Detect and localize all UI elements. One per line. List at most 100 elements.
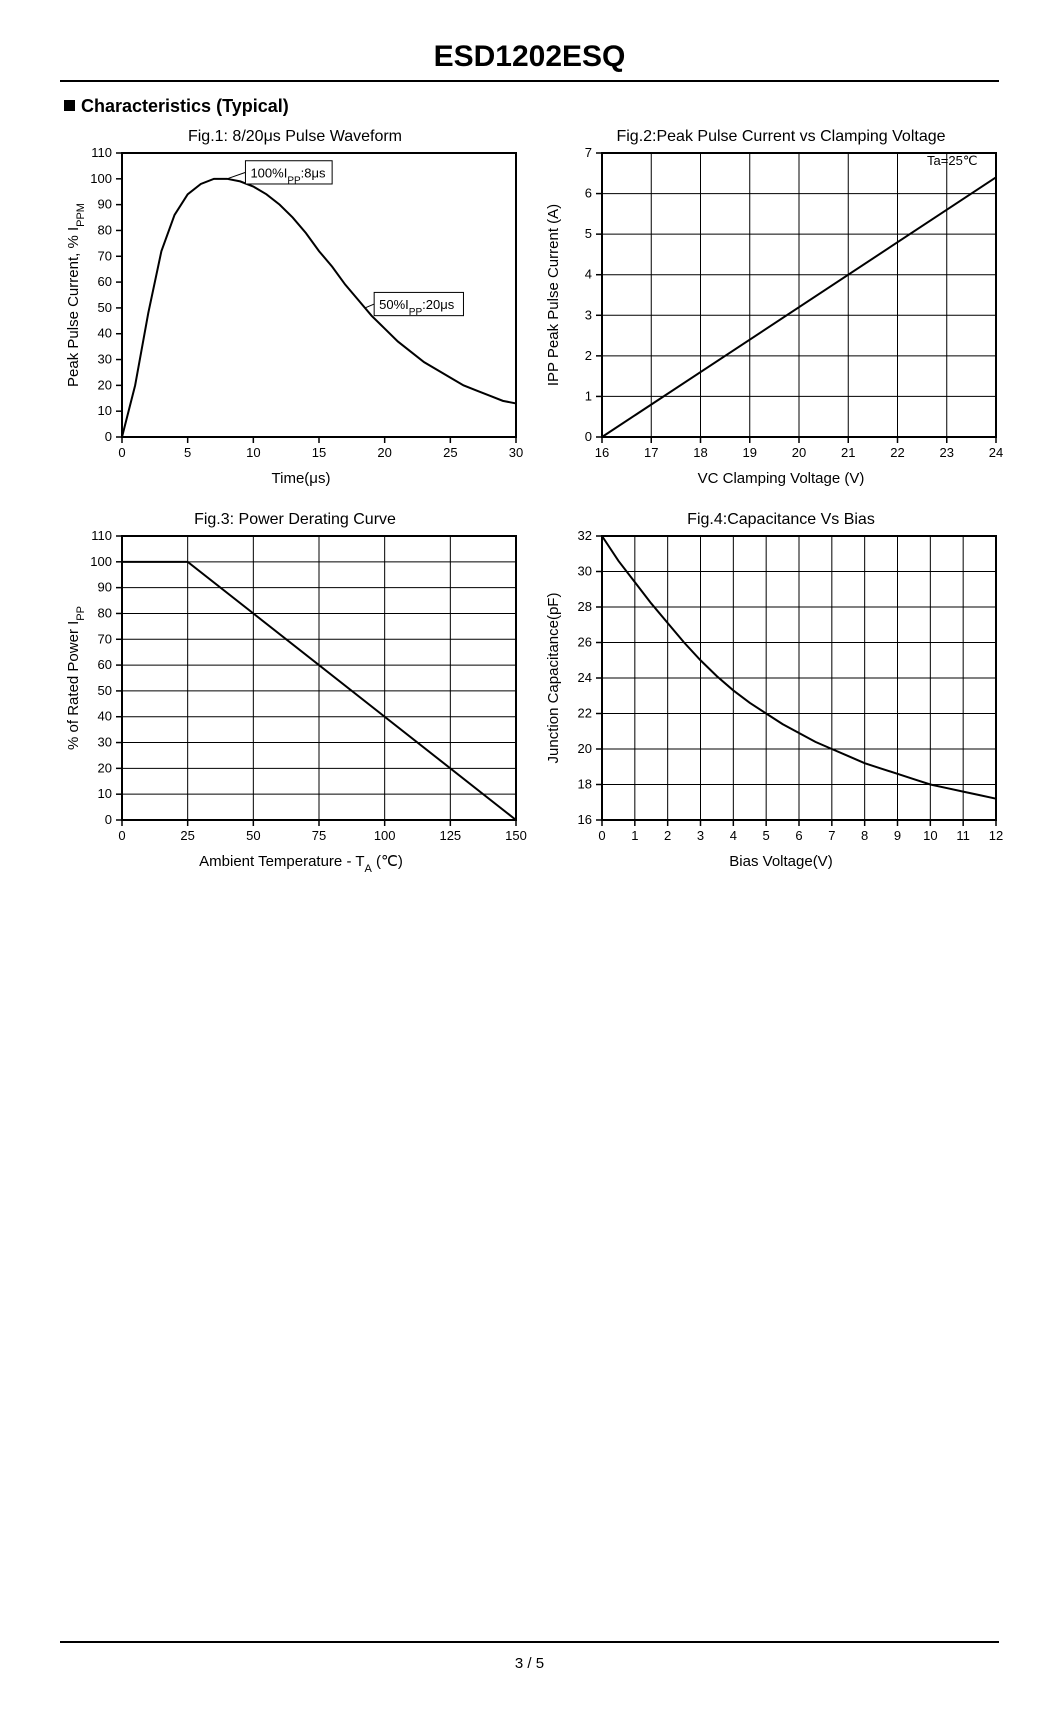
- svg-text:21: 21: [841, 445, 855, 460]
- svg-text:25: 25: [443, 445, 457, 460]
- title-rule: [60, 80, 999, 82]
- page-number: 3 / 5: [515, 1655, 544, 1672]
- svg-text:16: 16: [578, 812, 592, 827]
- svg-text:20: 20: [578, 741, 592, 756]
- svg-text:0: 0: [105, 429, 112, 444]
- svg-text:Ta=25℃: Ta=25℃: [927, 153, 977, 168]
- svg-text:0: 0: [598, 828, 605, 843]
- page: ESD1202ESQ Characteristics (Typical) Fig…: [0, 0, 1059, 1713]
- svg-text:18: 18: [578, 777, 592, 792]
- svg-text:90: 90: [98, 580, 112, 595]
- svg-text:32: 32: [578, 528, 592, 543]
- svg-text:60: 60: [98, 274, 112, 289]
- svg-text:2: 2: [585, 348, 592, 363]
- section-heading: Characteristics (Typical): [64, 96, 999, 117]
- svg-text:20: 20: [792, 445, 806, 460]
- svg-text:18: 18: [693, 445, 707, 460]
- svg-text:1: 1: [585, 388, 592, 403]
- svg-text:Fig.1: 8/20μs Pulse Waveform: Fig.1: 8/20μs Pulse Waveform: [188, 128, 402, 145]
- svg-text:11: 11: [956, 828, 970, 843]
- title-block: ESD1202ESQ: [60, 40, 999, 74]
- svg-text:22: 22: [578, 706, 592, 721]
- fig3-cell: Fig.3: Power Derating Curve0255075100125…: [60, 506, 530, 881]
- svg-text:28: 28: [578, 599, 592, 614]
- svg-text:22: 22: [890, 445, 904, 460]
- svg-text:5: 5: [585, 226, 592, 241]
- svg-text:100: 100: [374, 828, 396, 843]
- svg-text:1: 1: [631, 828, 638, 843]
- svg-text:20: 20: [377, 445, 391, 460]
- svg-text:50: 50: [98, 300, 112, 315]
- svg-text:110: 110: [91, 528, 112, 543]
- svg-text:Ambient Temperature - TA (℃): Ambient Temperature - TA (℃): [199, 853, 403, 875]
- svg-text:10: 10: [98, 403, 112, 418]
- svg-text:IPP Peak Pulse Current (A): IPP Peak Pulse Current (A): [545, 204, 562, 386]
- svg-text:23: 23: [940, 445, 954, 460]
- svg-text:6: 6: [795, 828, 802, 843]
- svg-text:100: 100: [90, 171, 112, 186]
- svg-text:150: 150: [505, 828, 527, 843]
- svg-text:VC Clamping Voltage (V): VC Clamping Voltage (V): [698, 470, 865, 487]
- svg-text:5: 5: [184, 445, 191, 460]
- svg-text:0: 0: [585, 429, 592, 444]
- svg-text:24: 24: [989, 445, 1003, 460]
- svg-text:7: 7: [585, 145, 592, 160]
- svg-text:70: 70: [98, 631, 112, 646]
- svg-text:Fig.4:Capacitance Vs Bias: Fig.4:Capacitance Vs Bias: [687, 511, 875, 528]
- svg-text:Bias Voltage(V): Bias Voltage(V): [729, 853, 832, 870]
- svg-text:30: 30: [98, 352, 112, 367]
- svg-text:Junction Capacitance(pF): Junction Capacitance(pF): [545, 593, 562, 764]
- svg-text:0: 0: [118, 445, 125, 460]
- svg-text:0: 0: [105, 812, 112, 827]
- doc-title: ESD1202ESQ: [434, 40, 626, 73]
- svg-text:10: 10: [98, 786, 112, 801]
- svg-text:50: 50: [246, 828, 260, 843]
- svg-text:30: 30: [578, 564, 592, 579]
- svg-text:30: 30: [98, 735, 112, 750]
- svg-text:9: 9: [894, 828, 901, 843]
- svg-text:10: 10: [246, 445, 260, 460]
- fig4-cell: Fig.4:Capacitance Vs Bias012345678910111…: [540, 506, 1010, 881]
- svg-text:Time(μs): Time(μs): [272, 470, 331, 487]
- svg-text:3: 3: [585, 307, 592, 322]
- svg-text:16: 16: [595, 445, 609, 460]
- svg-text:75: 75: [312, 828, 326, 843]
- svg-text:20: 20: [98, 377, 112, 392]
- svg-text:0: 0: [118, 828, 125, 843]
- svg-text:2: 2: [664, 828, 671, 843]
- svg-text:5: 5: [763, 828, 770, 843]
- fig3-chart: Fig.3: Power Derating Curve0255075100125…: [60, 506, 530, 876]
- fig2-cell: Fig.2:Peak Pulse Current vs Clamping Vol…: [540, 123, 1010, 498]
- svg-text:30: 30: [509, 445, 523, 460]
- svg-text:25: 25: [180, 828, 194, 843]
- svg-text:Fig.3: Power Derating Curve: Fig.3: Power Derating Curve: [194, 511, 396, 528]
- svg-text:50: 50: [98, 683, 112, 698]
- svg-text:Fig.2:Peak Pulse Current vs Cl: Fig.2:Peak Pulse Current vs Clamping Vol…: [616, 128, 945, 145]
- fig1-cell: Fig.1: 8/20μs Pulse Waveform051015202530…: [60, 123, 530, 498]
- svg-text:17: 17: [644, 445, 658, 460]
- svg-text:8: 8: [861, 828, 868, 843]
- svg-text:24: 24: [578, 670, 592, 685]
- svg-text:60: 60: [98, 657, 112, 672]
- svg-text:6: 6: [585, 186, 592, 201]
- svg-text:26: 26: [578, 635, 592, 650]
- svg-text:100: 100: [90, 554, 112, 569]
- svg-text:70: 70: [98, 248, 112, 263]
- page-footer: 3 / 5: [60, 1641, 999, 1673]
- section-heading-text: Characteristics (Typical): [81, 96, 289, 116]
- svg-text:90: 90: [98, 197, 112, 212]
- svg-text:4: 4: [730, 828, 737, 843]
- svg-text:80: 80: [98, 605, 112, 620]
- fig1-chart: Fig.1: 8/20μs Pulse Waveform051015202530…: [60, 123, 530, 493]
- footer-rule: [60, 1641, 999, 1643]
- svg-text:20: 20: [98, 760, 112, 775]
- fig2-chart: Fig.2:Peak Pulse Current vs Clamping Vol…: [540, 123, 1010, 493]
- fig4-chart: Fig.4:Capacitance Vs Bias012345678910111…: [540, 506, 1010, 876]
- svg-text:3: 3: [697, 828, 704, 843]
- svg-text:4: 4: [585, 267, 592, 282]
- svg-text:19: 19: [743, 445, 757, 460]
- svg-text:10: 10: [923, 828, 937, 843]
- bullet-square-icon: [64, 100, 75, 111]
- svg-text:40: 40: [98, 326, 112, 341]
- svg-text:% of Rated Power IPP: % of Rated Power IPP: [65, 606, 87, 750]
